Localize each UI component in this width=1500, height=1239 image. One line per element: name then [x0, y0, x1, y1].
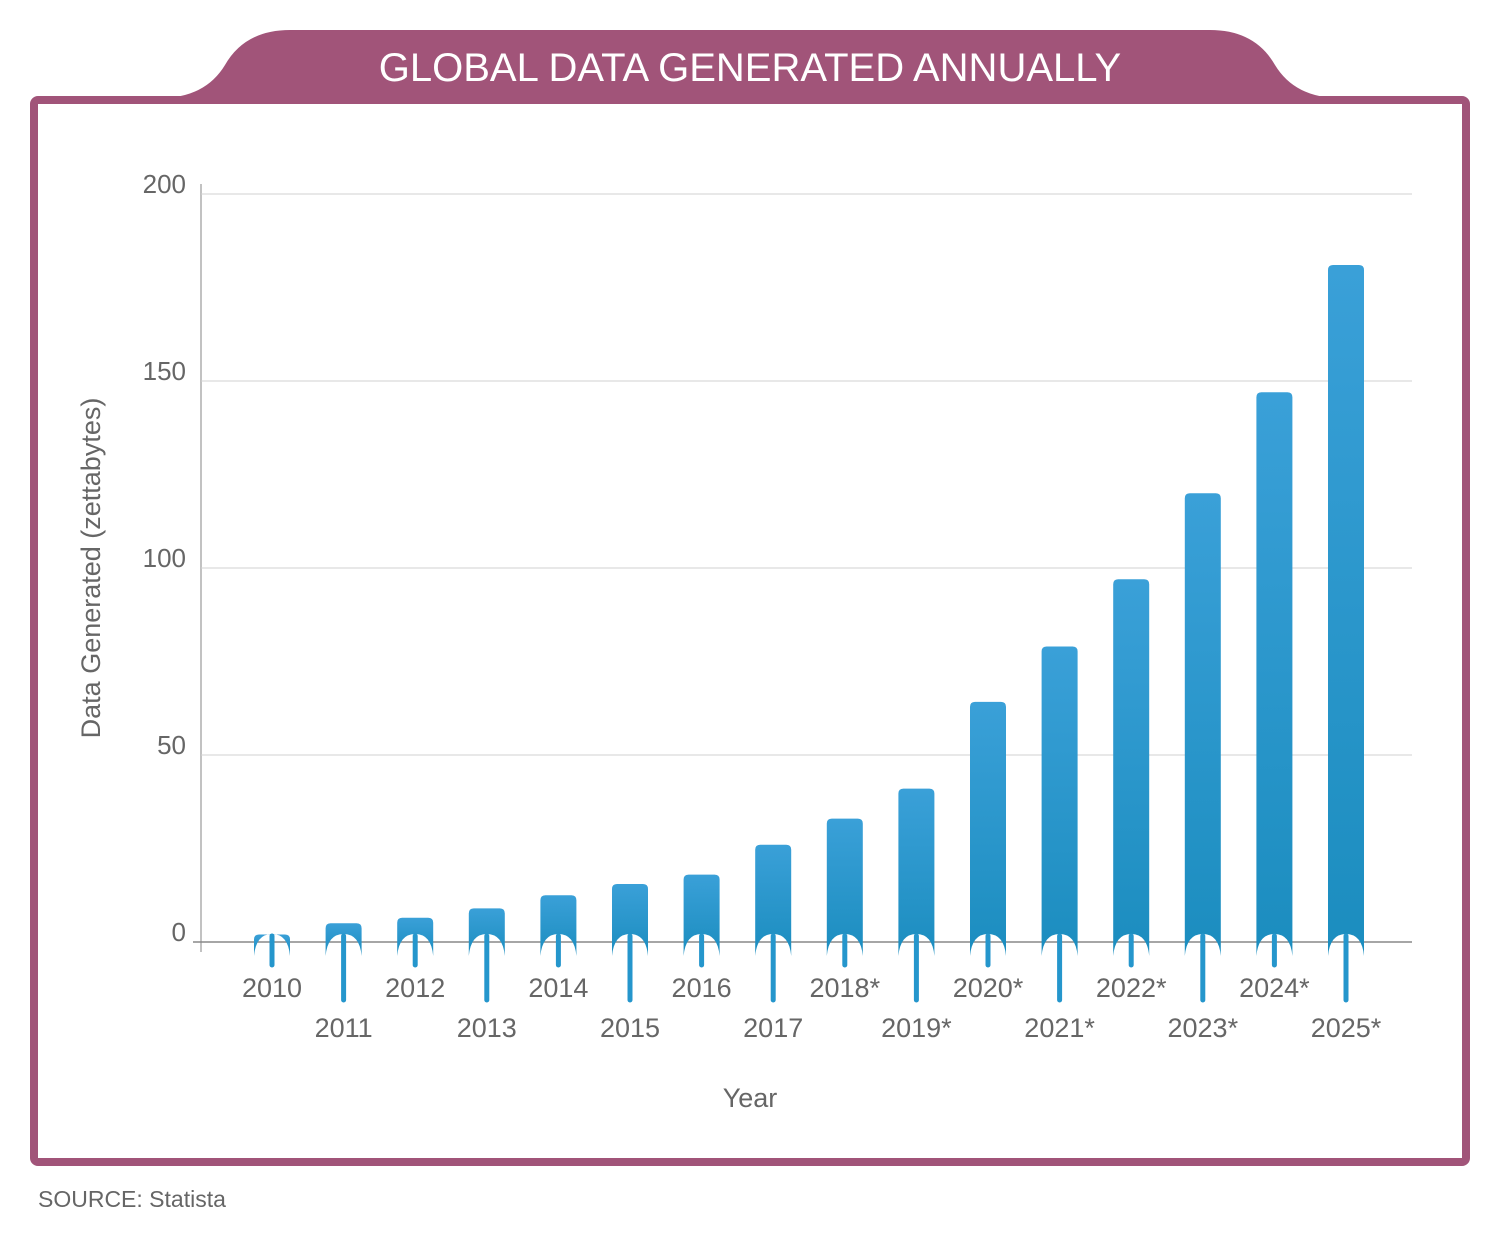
y-tick-label: 200	[143, 169, 186, 199]
x-tick-label: 2022*	[1096, 973, 1167, 1003]
x-tick-label: 2015	[600, 1013, 660, 1043]
bar	[683, 874, 720, 956]
bar	[1256, 392, 1293, 957]
x-tick-label: 2020*	[953, 973, 1024, 1003]
x-axis-label: Year	[723, 1083, 778, 1113]
source-note: SOURCE: Statista	[38, 1186, 226, 1212]
bar	[755, 844, 792, 956]
x-tick-label: 2011	[315, 1013, 373, 1043]
x-tick-label: 2024*	[1239, 973, 1310, 1003]
bar	[468, 908, 505, 956]
y-tick-label: 0	[172, 917, 186, 947]
bar	[540, 895, 577, 956]
bar	[254, 934, 290, 956]
y-tick-label: 150	[143, 356, 186, 386]
bar	[397, 917, 434, 956]
x-tick-label: 2018*	[810, 973, 881, 1003]
y-tick-label: 50	[157, 730, 186, 760]
title-tab	[160, 30, 1340, 98]
chart-frame	[30, 96, 1470, 1166]
bar	[970, 701, 1006, 956]
y-axis-label: Data Generated (zettabytes)	[76, 398, 106, 739]
x-tick-label: 2016	[672, 973, 732, 1003]
x-tick-label: 2019*	[881, 1013, 952, 1043]
bar	[826, 818, 863, 956]
bar	[325, 923, 362, 956]
bar	[1184, 493, 1221, 956]
y-tick-label: 100	[143, 543, 186, 573]
x-tick-label: 2023*	[1168, 1013, 1239, 1043]
bar	[1113, 579, 1150, 956]
bar	[1328, 265, 1364, 956]
x-tick-label: 2021*	[1024, 1013, 1095, 1043]
x-tick-label: 2010	[242, 973, 302, 1003]
bar	[1041, 646, 1078, 956]
x-tick-label: 2012	[385, 973, 445, 1003]
chart-title: GLOBAL DATA GENERATED ANNUALLY	[379, 46, 1121, 90]
x-tick-label: 2025*	[1311, 1013, 1382, 1043]
x-tick-label: 2017	[743, 1013, 803, 1043]
x-tick-label: 2013	[457, 1013, 517, 1043]
bar	[612, 884, 648, 956]
x-tick-label: 2014	[528, 973, 588, 1003]
bar	[898, 788, 935, 956]
